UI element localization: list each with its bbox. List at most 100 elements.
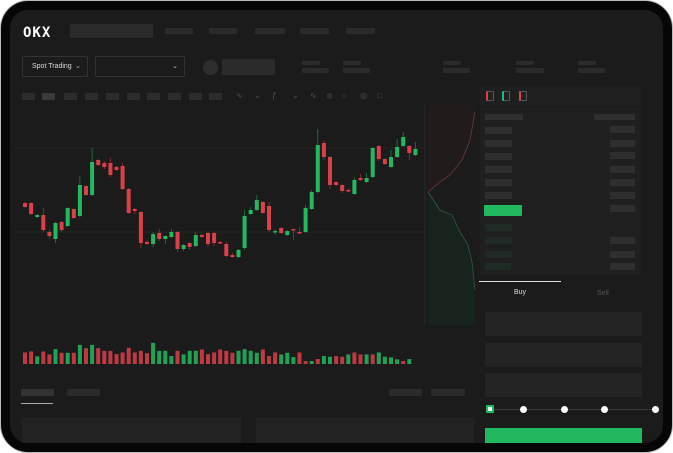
candle-up[interactable] — [53, 223, 58, 239]
candle-up[interactable] — [273, 231, 278, 233]
candle-up[interactable] — [389, 157, 393, 167]
candle-down[interactable] — [230, 255, 235, 257]
slider-step-100[interactable] — [652, 406, 659, 413]
candle-down[interactable] — [407, 146, 412, 153]
bid-price[interactable] — [485, 251, 512, 258]
filter-button[interactable] — [431, 389, 465, 396]
slider-handle[interactable] — [486, 405, 494, 413]
nav-item[interactable] — [165, 28, 193, 34]
candle-down[interactable] — [260, 202, 265, 213]
bid-price[interactable] — [485, 237, 512, 244]
candle-down[interactable] — [279, 228, 284, 233]
orderbook-asks-icon[interactable] — [519, 91, 527, 101]
ask-price[interactable] — [485, 192, 512, 199]
ask-price[interactable] — [485, 166, 512, 173]
candle-up[interactable] — [401, 137, 406, 146]
nav-item[interactable] — [255, 28, 285, 34]
candle-up[interactable] — [151, 234, 156, 244]
candle-down[interactable] — [346, 190, 351, 192]
candle-down[interactable] — [376, 146, 381, 159]
pair-dropdown[interactable]: ⌄ — [95, 56, 185, 77]
candle-down[interactable] — [291, 229, 296, 231]
nav-item[interactable] — [346, 28, 375, 34]
candle-up[interactable] — [248, 210, 253, 214]
interval-button-active[interactable] — [42, 93, 55, 100]
candle-up[interactable] — [193, 235, 198, 246]
tab-open-orders[interactable] — [21, 389, 54, 396]
candle-up[interactable] — [90, 162, 95, 195]
interval-button[interactable] — [22, 93, 35, 100]
candle-up[interactable] — [163, 236, 168, 239]
ruler-icon[interactable]: ⦻ — [327, 91, 333, 100]
candle-down[interactable] — [187, 243, 192, 247]
interval-button[interactable] — [209, 93, 222, 100]
candle-down[interactable] — [145, 242, 149, 244]
candle-up[interactable] — [364, 178, 369, 182]
chart-type-icon[interactable]: ⌄ — [254, 91, 261, 100]
candle-down[interactable] — [175, 232, 180, 249]
ask-price[interactable] — [485, 127, 512, 134]
candle-down[interactable] — [41, 215, 46, 230]
candle-down[interactable] — [138, 212, 143, 243]
candle-up[interactable] — [309, 192, 314, 209]
candle-up[interactable] — [236, 250, 241, 257]
nav-item[interactable] — [300, 28, 329, 34]
candle-up[interactable] — [254, 200, 259, 210]
price-input[interactable] — [485, 312, 642, 336]
bid-price[interactable] — [485, 224, 512, 231]
candle-up[interactable] — [352, 180, 357, 194]
slider-track[interactable] — [489, 409, 656, 410]
candle-down[interactable] — [297, 232, 302, 234]
candle-down[interactable] — [29, 203, 34, 214]
interval-button[interactable] — [189, 93, 202, 100]
orderbook-bids-icon[interactable] — [502, 91, 510, 101]
candle-up[interactable] — [242, 216, 247, 248]
candle-up[interactable] — [169, 232, 174, 237]
interval-button[interactable] — [127, 93, 140, 100]
candle-up[interactable] — [395, 147, 400, 157]
candle-up[interactable] — [77, 185, 82, 216]
candle-up[interactable] — [315, 145, 320, 192]
candle-up[interactable] — [413, 149, 418, 155]
candle-down[interactable] — [114, 167, 119, 170]
candle-down[interactable] — [23, 203, 27, 207]
candle-down[interactable] — [96, 160, 101, 165]
candle-down[interactable] — [212, 233, 217, 243]
candle-down[interactable] — [206, 233, 210, 244]
candle-down[interactable] — [132, 209, 137, 211]
candle-up[interactable] — [181, 245, 186, 249]
candle-down[interactable] — [224, 244, 229, 256]
tab-buy[interactable]: Buy — [514, 289, 527, 296]
candle-down[interactable] — [102, 163, 107, 167]
slider-step-50[interactable] — [561, 406, 568, 413]
candle-down[interactable] — [334, 182, 339, 185]
indicator-icon[interactable]: ∿ — [236, 91, 243, 100]
candle-up[interactable] — [370, 148, 375, 177]
candle-down[interactable] — [59, 222, 64, 230]
gauge-icon[interactable]: ○ — [342, 91, 347, 100]
ask-price[interactable] — [485, 140, 512, 147]
orderbook-both-icon[interactable] — [486, 91, 494, 101]
candle-up[interactable] — [35, 215, 40, 217]
candle-down[interactable] — [340, 185, 345, 191]
candle-up[interactable] — [303, 208, 308, 232]
candle-down[interactable] — [108, 163, 113, 175]
candle-down[interactable] — [71, 209, 76, 218]
interval-button[interactable] — [106, 93, 119, 100]
candle-down[interactable] — [321, 143, 326, 157]
candle-up[interactable] — [65, 208, 70, 226]
tab-sell[interactable]: Sell — [597, 290, 609, 297]
candle-down[interactable] — [84, 186, 88, 195]
search-bar[interactable] — [70, 24, 153, 38]
settings-icon[interactable]: ◎ — [360, 91, 367, 100]
nav-item[interactable] — [209, 28, 237, 34]
amount-input[interactable] — [485, 343, 642, 367]
candle-down[interactable] — [328, 157, 332, 185]
candle-down[interactable] — [218, 242, 223, 244]
interval-button[interactable] — [147, 93, 160, 100]
spot-trading-dropdown[interactable]: Spot Trading ⌄ — [22, 56, 88, 77]
candle-down[interactable] — [199, 235, 204, 237]
chevron-down-icon[interactable]: ⌄ — [292, 91, 299, 100]
fullscreen-icon[interactable]: □ — [377, 91, 382, 100]
